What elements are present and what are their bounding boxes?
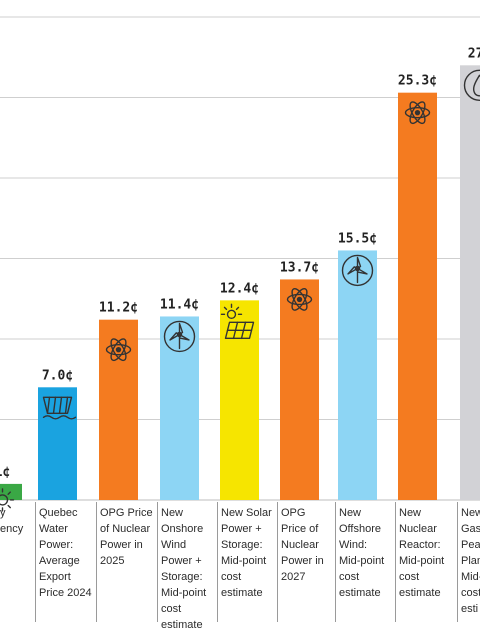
category-divider — [96, 502, 97, 622]
solar-panel-icon — [220, 303, 255, 340]
bar — [398, 92, 437, 501]
wind-turbine-icon — [341, 254, 374, 287]
category-divider — [157, 502, 158, 622]
data-label: 1¢ — [0, 465, 10, 480]
category-divider — [335, 502, 336, 622]
category-divider — [35, 502, 36, 622]
category-divider — [457, 502, 458, 622]
atom-icon — [404, 101, 431, 125]
category-divider — [217, 502, 218, 622]
data-label: 25.3¢ — [398, 74, 437, 89]
bar — [460, 65, 480, 501]
data-label: 11.4¢ — [160, 297, 199, 312]
category-divider — [395, 502, 396, 622]
bar — [338, 250, 377, 500]
atom-icon — [105, 338, 132, 362]
data-label: 11.2¢ — [99, 301, 138, 316]
wind-turbine-icon — [163, 320, 196, 353]
category-label: New Solar Power + Storage: Mid-point cos… — [221, 507, 272, 599]
data-label: 15.5¢ — [338, 231, 377, 246]
atom-icon — [286, 288, 313, 311]
category-label: OPG Price of Nuclear Power in 2027 — [281, 507, 324, 583]
sun-icon — [0, 488, 15, 512]
category-label: New Onshore Wind Power + Storage: Mid-po… — [161, 507, 207, 631]
category-label: New Offshore Wind: Mid-point cost estima… — [339, 507, 385, 599]
category-label: y ency — [0, 507, 24, 535]
bar — [99, 319, 138, 500]
data-label: 13.7¢ — [280, 260, 319, 275]
bar — [0, 483, 22, 500]
bar — [280, 279, 319, 500]
category-label: OPG Price of Nuclear Power in 2025 — [100, 507, 153, 567]
category-label: New Gas- Peak Plan Mid- cost esti — [461, 507, 480, 615]
category-label: New Nuclear Reactor: Mid-point cost esti… — [399, 507, 445, 599]
bar — [38, 387, 77, 500]
category-divider — [277, 502, 278, 622]
data-label: 27. — [468, 46, 480, 61]
category-label: Quebec Water Power: Average Export Price… — [39, 507, 92, 599]
hydro-dam-icon — [42, 396, 77, 420]
data-label: 7.0¢ — [42, 368, 73, 383]
data-label: 12.4¢ — [220, 281, 259, 296]
